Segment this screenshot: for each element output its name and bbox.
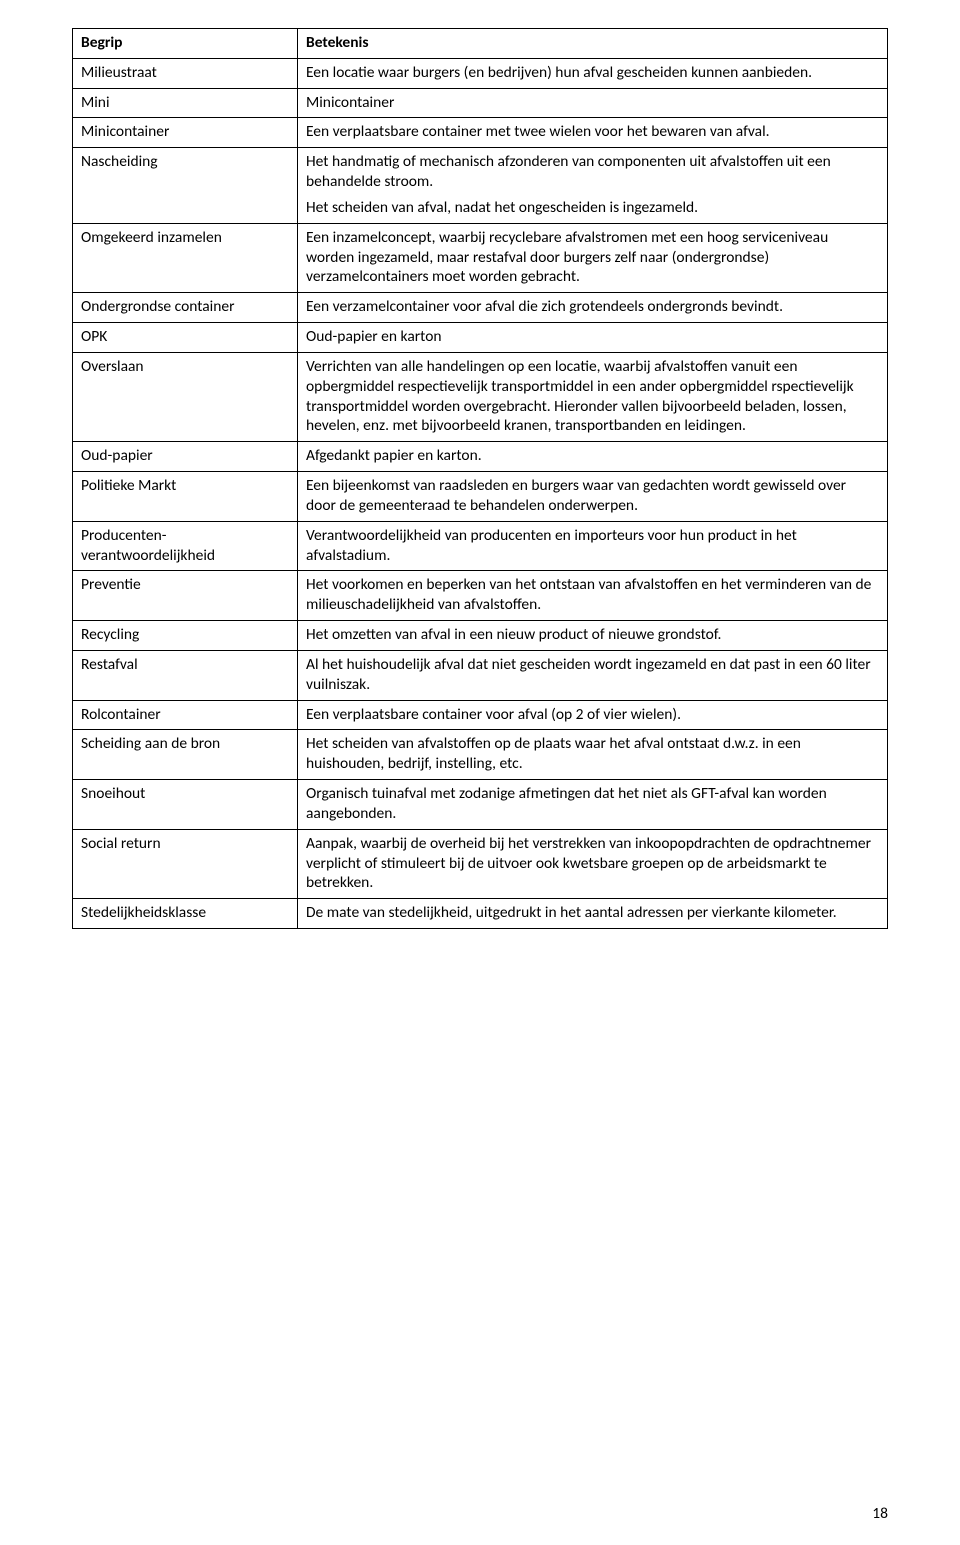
definition-text: Organisch tuinafval met zodanige afmetin… [306,784,879,824]
definition-cell: Het voorkomen en beperken van het ontsta… [298,571,888,621]
definition-cell: Verrichten van alle handelingen op een l… [298,352,888,441]
table-row: Ondergrondse container Een verzamelcontai… [73,293,888,323]
table-row: NascheidingHet handmatig of mechanisch a… [73,148,888,223]
header-term: Begrip [73,29,298,59]
term-cell: Ondergrondse container [73,293,298,323]
definition-text: Al het huishoudelijk afval dat niet gesc… [306,655,879,695]
term-cell: Milieustraat [73,58,298,88]
table-row: Milieustraat Een locatie waar burgers (en… [73,58,888,88]
term-cell: Scheiding aan de bron [73,730,298,780]
term-cell: Nascheiding [73,148,298,223]
definition-text: Een inzamelconcept, waarbij recyclebare … [306,228,879,287]
definition-text: Minicontainer [306,93,879,113]
table-header-row: Begrip Betekenis [73,29,888,59]
definition-text: Een verplaatsbare container voor afval (… [306,705,879,725]
definition-cell: De mate van stedelijkheid, uitgedrukt in… [298,899,888,929]
page-number: 18 [872,1504,888,1523]
definition-cell: Een bijeenkomst van raadsleden en burger… [298,472,888,522]
table-row: Minicontainer Een verplaatsbare container… [73,118,888,148]
definition-text: Het scheiden van afval, nadat het ongesc… [306,198,879,218]
definition-cell: Verantwoordelijkheid van producenten en … [298,521,888,571]
table-row: PreventieHet voorkomen en beperken van h… [73,571,888,621]
definition-text: Afgedankt papier en karton. [306,446,879,466]
term-cell: Oud-papier [73,442,298,472]
definition-text: Het omzetten van afval in een nieuw prod… [306,625,879,645]
definition-text: De mate van stedelijkheid, uitgedrukt in… [306,903,879,923]
table-row: OverslaanVerrichten van alle handelingen… [73,352,888,441]
glossary-table: Begrip Betekenis Milieustraat Een locatie… [72,28,888,929]
definition-text: Een locatie waar burgers (en bedrijven) … [306,63,879,83]
definition-cell: Een verplaatsbare container met twee wie… [298,118,888,148]
table-row: Social returnAanpak, waarbij de overheid… [73,829,888,898]
definition-cell: Een verzamelcontainer voor afval die zic… [298,293,888,323]
term-cell: Stedelijkheidsklasse [73,899,298,929]
table-row: Rolcontainer Een verplaatsbare container … [73,700,888,730]
definition-cell: Oud-papier en karton [298,323,888,353]
definition-cell: Minicontainer [298,88,888,118]
table-row: Stedelijkheidsklasse De mate van stedelij… [73,899,888,929]
definition-cell: Afgedankt papier en karton. [298,442,888,472]
definition-text: Verantwoordelijkheid van producenten en … [306,526,879,566]
table-row: Omgekeerd inzamelenEen inzamelconcept, w… [73,223,888,292]
definition-text: Een verplaatsbare container met twee wie… [306,122,879,142]
table-row: Producenten-verantwoordelijkheidVerantwo… [73,521,888,571]
term-cell: Preventie [73,571,298,621]
term-cell: Snoeihout [73,780,298,830]
table-row: Recycling Het omzetten van afval in een n… [73,621,888,651]
term-cell: Politieke Markt [73,472,298,522]
term-cell: Producenten-verantwoordelijkheid [73,521,298,571]
definition-cell: Een locatie waar burgers (en bedrijven) … [298,58,888,88]
definition-cell: Al het huishoudelijk afval dat niet gesc… [298,650,888,700]
term-cell: Overslaan [73,352,298,441]
definition-cell: Het handmatig of mechanisch afzonderen v… [298,148,888,223]
term-cell: Restafval [73,650,298,700]
term-cell: Mini [73,88,298,118]
definition-text: Oud-papier en karton [306,327,879,347]
table-row: RestafvalAl het huishoudelijk afval dat … [73,650,888,700]
term-cell: OPK [73,323,298,353]
definition-cell: Het scheiden van afvalstoffen op de plaa… [298,730,888,780]
table-row: SnoeihoutOrganisch tuinafval met zodanig… [73,780,888,830]
table-row: Politieke MarktEen bijeenkomst van raads… [73,472,888,522]
term-cell: Rolcontainer [73,700,298,730]
definition-cell: Het omzetten van afval in een nieuw prod… [298,621,888,651]
definition-text: Het scheiden van afvalstoffen op de plaa… [306,734,879,774]
definition-cell: Organisch tuinafval met zodanige afmetin… [298,780,888,830]
table-row: Mini Minicontainer [73,88,888,118]
definition-text: Aanpak, waarbij de overheid bij het vers… [306,834,879,893]
definition-text: Een verzamelcontainer voor afval die zic… [306,297,879,317]
table-row: OPK Oud-papier en karton [73,323,888,353]
definition-text: Het handmatig of mechanisch afzonderen v… [306,152,879,192]
definition-cell: Aanpak, waarbij de overheid bij het vers… [298,829,888,898]
term-cell: Omgekeerd inzamelen [73,223,298,292]
document-page: Begrip Betekenis Milieustraat Een locatie… [0,0,960,1545]
definition-text: Verrichten van alle handelingen op een l… [306,357,879,436]
definition-text: Een bijeenkomst van raadsleden en burger… [306,476,879,516]
term-cell: Social return [73,829,298,898]
definition-cell: Een inzamelconcept, waarbij recyclebare … [298,223,888,292]
term-cell: Recycling [73,621,298,651]
header-definition: Betekenis [298,29,888,59]
term-cell: Minicontainer [73,118,298,148]
definition-text: Het voorkomen en beperken van het ontsta… [306,575,879,615]
table-row: Oud-papier Afgedankt papier en karton. [73,442,888,472]
definition-cell: Een verplaatsbare container voor afval (… [298,700,888,730]
table-row: Scheiding aan de bronHet scheiden van af… [73,730,888,780]
